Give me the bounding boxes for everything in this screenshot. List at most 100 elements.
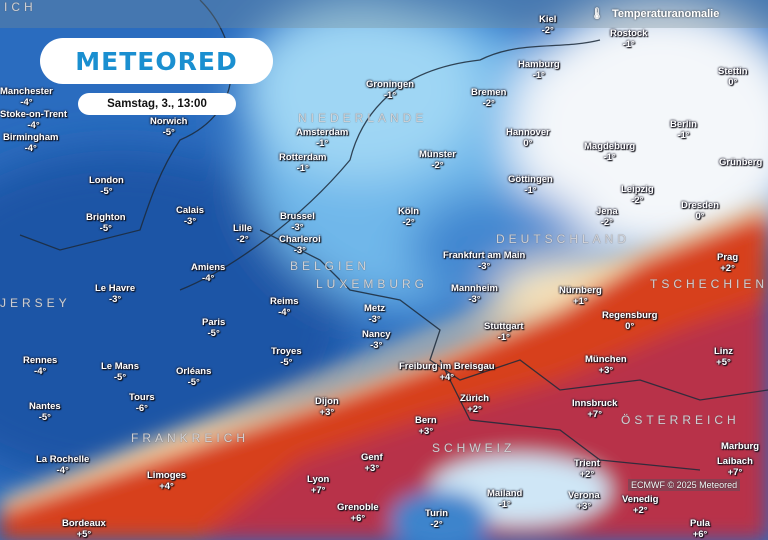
city-label[interactable]: Prag +2° — [717, 252, 738, 274]
city-label[interactable]: Genf +3° — [361, 452, 383, 474]
city-label[interactable]: Jena -2° — [596, 206, 618, 228]
city-label[interactable]: Tours -6° — [129, 392, 155, 414]
country-label: DEUTSCHLAND — [496, 232, 631, 246]
city-label[interactable]: Linz +5° — [714, 346, 733, 368]
city-label[interactable]: Paris -5° — [202, 317, 225, 339]
city-label[interactable]: Nancy -3° — [362, 329, 391, 351]
city-label[interactable]: Le Havre -3° — [95, 283, 135, 305]
city-label[interactable]: Göttingen -1° — [508, 174, 553, 196]
city-label[interactable]: Leipzig -2° — [621, 184, 654, 206]
city-label[interactable]: Nantes -5° — [29, 401, 61, 423]
temperature-anomaly-value: +7° — [587, 409, 603, 420]
city-label[interactable]: Rotterdam -1° — [279, 152, 327, 174]
city-label[interactable]: Kiel -2° — [539, 14, 556, 36]
city-label[interactable]: Nürnberg +1° — [559, 285, 602, 307]
forecast-time-label: Samstag, 3., 13:00 — [78, 93, 236, 115]
city-label[interactable]: Groningen -1° — [366, 79, 414, 101]
city-label[interactable]: Orléans -5° — [176, 366, 211, 388]
city-label[interactable]: Hannover 0° — [506, 127, 550, 149]
temperature-anomaly-value: -1° — [497, 332, 510, 343]
country-label: TSCHECHIEN — [650, 277, 768, 291]
city-label[interactable]: Regensburg 0° — [602, 310, 657, 332]
temperature-anomaly-value: +7° — [727, 467, 743, 478]
city-name: La Rochelle — [36, 454, 90, 465]
city-label[interactable]: Berlin -1° — [670, 119, 697, 141]
city-label[interactable]: Stettin 0° — [718, 66, 748, 88]
city-label[interactable]: Freiburg im Breisgau +4° — [399, 361, 495, 383]
city-label[interactable]: Bordeaux +5° — [62, 518, 106, 540]
temperature-anomaly-value: -2° — [541, 25, 554, 36]
temperature-anomaly-value: +3° — [319, 407, 335, 418]
city-label[interactable]: Norwich -5° — [150, 116, 187, 138]
city-label[interactable]: Marburg — [721, 441, 759, 452]
map-layer-title[interactable]: 🌡 Temperaturanomalie — [590, 7, 719, 21]
city-label[interactable]: Stuttgart -1° — [484, 321, 524, 343]
city-label[interactable]: Charleroi -3° — [279, 234, 321, 256]
city-label[interactable]: Stoke-on-Trent -4° — [0, 109, 67, 131]
city-name: Hamburg — [518, 59, 560, 70]
city-label[interactable]: München +3° — [585, 354, 627, 376]
city-label[interactable]: Mailand -1° — [487, 488, 522, 510]
city-label[interactable]: Rennes -4° — [23, 355, 57, 377]
city-label[interactable]: Amiens -4° — [191, 262, 225, 284]
city-name: Turin — [425, 508, 449, 519]
city-name: London — [89, 175, 124, 186]
city-label[interactable]: Amsterdam -1° — [296, 127, 348, 149]
city-label[interactable]: Mannheim -3° — [451, 283, 498, 305]
city-name: Laibach — [717, 456, 753, 467]
temperature-anomaly-value: -1° — [383, 90, 397, 101]
temperature-anomaly-value: 0° — [695, 211, 705, 222]
temperature-anomaly-value: +2° — [467, 404, 482, 415]
city-label[interactable]: Venedig +2° — [622, 494, 658, 516]
city-name: Amsterdam — [296, 127, 349, 138]
city-label[interactable]: Magdeburg -1° — [584, 141, 635, 163]
city-label[interactable]: Dijon +3° — [315, 396, 339, 418]
city-label[interactable]: Lyon +7° — [307, 474, 329, 496]
city-label[interactable]: Münster -2° — [419, 149, 456, 171]
city-label[interactable]: Laibach +7° — [717, 456, 753, 478]
city-name: Lille — [233, 223, 253, 234]
city-label[interactable]: Brussel -3° — [280, 211, 315, 233]
city-label[interactable]: Frankfurt am Main -3° — [443, 250, 525, 272]
city-label[interactable]: Bremen -2° — [471, 87, 506, 109]
city-label[interactable]: Trient +2° — [574, 458, 600, 480]
city-label[interactable]: Turin -2° — [425, 508, 448, 530]
city-label[interactable]: Calais -3° — [176, 205, 204, 227]
city-label[interactable]: Rostock -1° — [610, 28, 647, 50]
city-label[interactable]: Le Mans -5° — [101, 361, 139, 383]
city-name: Troyes — [271, 346, 302, 357]
city-label[interactable]: Bern +3° — [415, 415, 437, 437]
city-label[interactable]: Verona +3° — [568, 490, 600, 512]
city-label[interactable]: Dresden 0° — [681, 200, 719, 222]
city-label[interactable]: Birmingham -4° — [3, 132, 58, 154]
city-label[interactable]: Innsbruck +7° — [572, 398, 617, 420]
temperature-anomaly-value: -5° — [100, 186, 113, 197]
city-name: Regensburg — [602, 310, 658, 321]
city-label[interactable]: La Rochelle -4° — [36, 454, 89, 476]
city-label[interactable]: Limoges +4° — [147, 470, 186, 492]
city-label[interactable]: Reims -4° — [270, 296, 299, 318]
country-label: NIEDERLANDE — [298, 111, 428, 125]
city-label[interactable]: Manchester -4° — [0, 86, 53, 108]
city-label[interactable]: Zürich +2° — [460, 393, 489, 415]
city-name: Rennes — [23, 355, 58, 366]
temperature-anomaly-value: -5° — [162, 127, 175, 138]
city-label[interactable]: Lille -2° — [233, 223, 252, 245]
temperature-anomaly-value: -3° — [368, 314, 381, 325]
city-label[interactable]: Pula +6° — [690, 518, 710, 540]
temperature-anomaly-value: +5° — [716, 357, 731, 368]
city-label[interactable]: London -5° — [89, 175, 124, 197]
city-name: Bern — [415, 415, 437, 426]
city-label[interactable]: Hamburg -1° — [518, 59, 560, 81]
city-label[interactable]: Grenoble +6° — [337, 502, 379, 524]
city-label[interactable]: Metz -3° — [364, 303, 385, 325]
city-label[interactable]: Brighton -5° — [86, 212, 126, 234]
city-name: Linz — [714, 346, 733, 357]
city-label[interactable]: Troyes -5° — [271, 346, 302, 368]
city-label[interactable]: Grünberg — [719, 157, 762, 168]
city-name: Charleroi — [279, 234, 321, 245]
city-label[interactable]: Köln -2° — [398, 206, 419, 228]
temperature-anomaly-value: -2° — [482, 98, 495, 109]
city-name: Nantes — [29, 401, 61, 412]
